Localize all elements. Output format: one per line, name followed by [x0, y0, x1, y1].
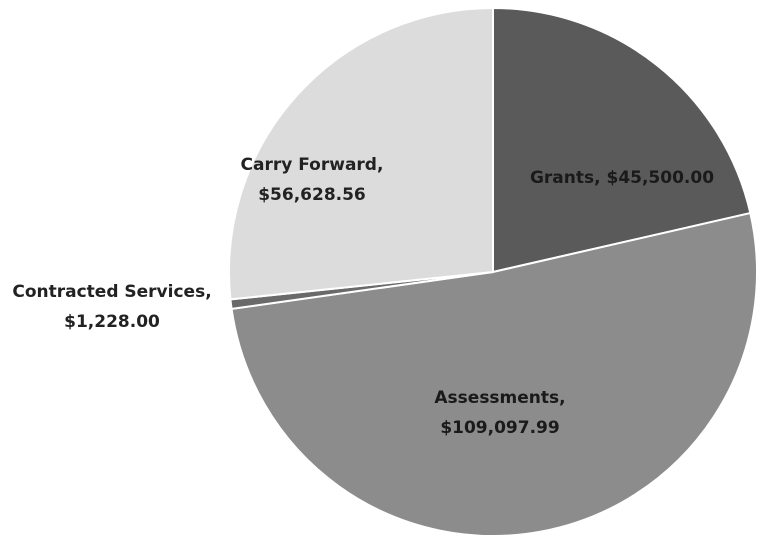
data-label-line: $1,228.00: [64, 312, 160, 332]
data-label-line: Assessments,: [434, 388, 565, 408]
pie-slice: [230, 211, 758, 537]
pie-slice: [492, 6, 752, 274]
data-label-line: $56,628.56: [258, 185, 366, 205]
data-label: Contracted Services, $1,228.00: [12, 282, 211, 332]
data-label: Carry Forward, $56,628.56: [241, 155, 384, 205]
data-label-line: $109,097.99: [440, 418, 559, 438]
data-label: Grants, $45,500.00: [530, 168, 714, 188]
data-label-line: Carry Forward,: [241, 155, 384, 175]
data-label-line: Contracted Services,: [12, 282, 211, 302]
pie-slice: [228, 6, 494, 301]
data-label: Assessments, $109,097.99: [434, 388, 565, 438]
